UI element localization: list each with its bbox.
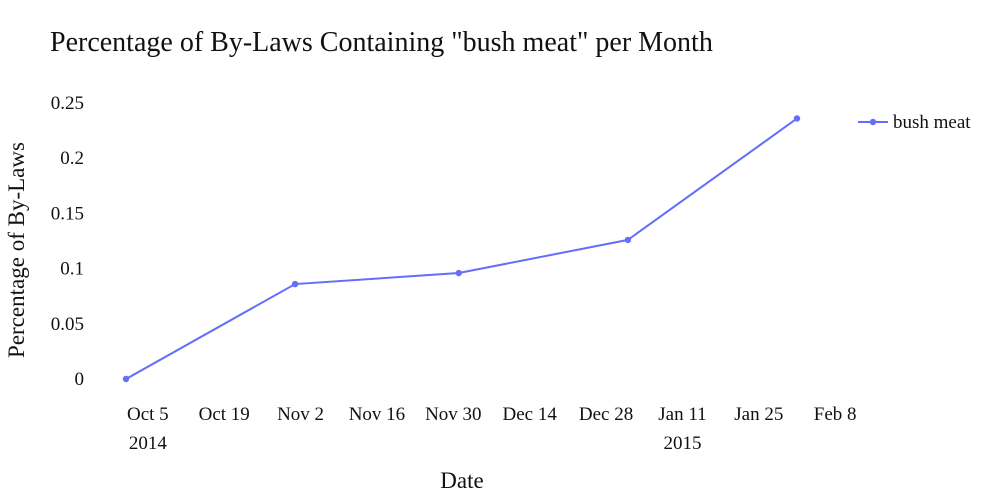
chart-title: Percentage of By-Laws Containing "bush m… bbox=[50, 27, 713, 58]
legend-marker bbox=[869, 118, 877, 126]
data-point bbox=[624, 236, 632, 244]
x-tick-label: Nov 2 bbox=[277, 404, 324, 425]
x-tick-label: Feb 8 bbox=[814, 404, 857, 425]
x-tick-label: Oct 19 bbox=[199, 404, 250, 425]
x-tick-label: Oct 5 bbox=[127, 404, 169, 425]
y-tick-label: 0 bbox=[75, 369, 85, 390]
plot-area bbox=[122, 115, 801, 383]
x-axis-label: Date bbox=[440, 468, 483, 493]
y-axis-label: Percentage of By-Laws bbox=[4, 142, 29, 358]
x-tick-year-label: 2014 bbox=[129, 433, 168, 454]
x-axis-ticks: Oct 5 2014 Oct 19 Nov 2 Nov 16 Nov 30 Dec 14 De… bbox=[127, 404, 857, 454]
legend-label: bush meat bbox=[893, 112, 971, 133]
data-point bbox=[122, 375, 130, 383]
x-tick-label: Dec 14 bbox=[503, 404, 558, 425]
y-tick-label: 0.1 bbox=[60, 259, 84, 280]
y-tick-label: 0.15 bbox=[51, 203, 84, 224]
y-tick-label: 0.25 bbox=[51, 93, 84, 114]
series-line bbox=[125, 117, 798, 380]
x-tick-label: Nov 16 bbox=[349, 404, 405, 425]
y-tick-label: 0.2 bbox=[60, 148, 84, 169]
legend: bush meat bbox=[858, 112, 971, 133]
y-tick-label: 0.05 bbox=[51, 314, 84, 335]
x-tick-label: Jan 11 bbox=[658, 404, 706, 425]
x-tick-label: Nov 30 bbox=[425, 404, 481, 425]
x-tick-year-label: 2015 bbox=[663, 433, 701, 454]
x-tick-label: Dec 28 bbox=[579, 404, 633, 425]
data-point bbox=[455, 269, 462, 277]
y-axis-ticks: 0 0.05 0.1 0.15 0.2 0.25 bbox=[51, 93, 84, 390]
x-tick-label: Jan 25 bbox=[734, 404, 783, 425]
data-point bbox=[793, 115, 801, 122]
data-point bbox=[291, 280, 299, 288]
